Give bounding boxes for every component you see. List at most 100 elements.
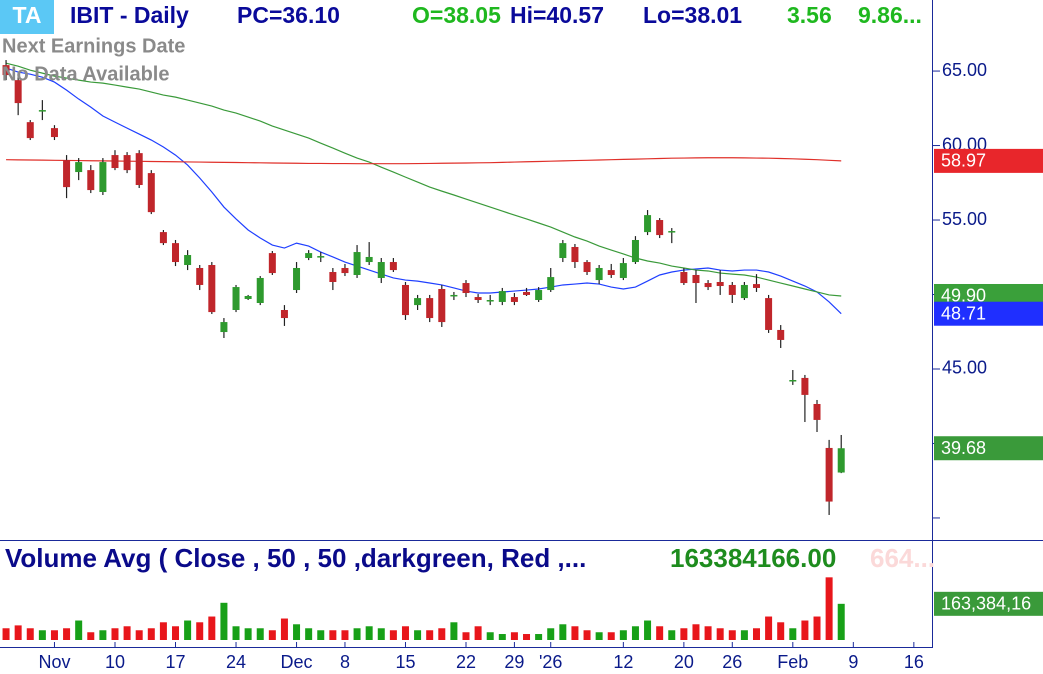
- candle-body: [159, 232, 167, 244]
- volume-bar: [777, 622, 785, 640]
- candle-body: [438, 288, 446, 323]
- volume-bar: [680, 628, 688, 640]
- volume-bar: [268, 630, 276, 640]
- volume-bar: [293, 624, 301, 640]
- x-tick-label: 29: [504, 652, 524, 672]
- prev-close: PC=36.10: [237, 2, 340, 28]
- candle-body: [172, 243, 180, 263]
- volume-tag-label: 163,384,16: [941, 594, 1031, 614]
- x-tick-label: 15: [395, 652, 415, 672]
- candle-body: [644, 215, 652, 233]
- header: TA IBIT - Daily PC=36.10 O=38.05 Hi=40.5…: [0, 0, 922, 85]
- volume-bar: [789, 628, 797, 640]
- x-tick-label: 16: [904, 652, 924, 672]
- volume-bar: [75, 620, 83, 640]
- x-tick-label: Dec: [281, 652, 313, 672]
- volume-bar: [365, 626, 373, 640]
- price-tag-label: 48.71: [941, 303, 986, 323]
- open: O=38.05: [412, 2, 501, 28]
- volume-bar: [607, 632, 615, 640]
- candle-body: [111, 155, 119, 169]
- volume-bar: [825, 577, 833, 640]
- candle-body: [401, 284, 409, 316]
- volume-bar: [438, 628, 446, 640]
- volume-bar: [644, 620, 652, 640]
- candle-body: [208, 265, 216, 313]
- candle-body: [220, 322, 228, 333]
- x-tick-label: Feb: [777, 652, 808, 672]
- volume-bar: [583, 630, 591, 640]
- x-tick-label: 20: [674, 652, 694, 672]
- volume-bar: [462, 632, 470, 640]
- candle-body: [656, 220, 664, 236]
- candle-body: [777, 329, 785, 340]
- volume-bar: [305, 628, 313, 640]
- badge-bg: [0, 0, 54, 34]
- volume-bar: [26, 628, 34, 640]
- volume-bar: [329, 630, 337, 640]
- candle-body: [462, 283, 470, 294]
- volume-bar: [837, 603, 845, 640]
- x-tick-label: 24: [226, 652, 246, 672]
- candle-body: [75, 162, 83, 173]
- candle-body: [341, 267, 349, 274]
- candle-body: [559, 243, 567, 259]
- candle-body: [740, 284, 748, 299]
- candle-body: [450, 294, 458, 297]
- price-tag: [934, 148, 1043, 173]
- candle-body: [26, 122, 34, 139]
- volume-bar: [523, 634, 531, 640]
- volume-bar: [426, 630, 434, 640]
- y-tick-label: 65.00: [942, 60, 987, 80]
- candle-body: [414, 298, 422, 306]
- change: 3.56: [787, 2, 832, 28]
- candle-body: [631, 239, 639, 263]
- moving-average: [6, 157, 842, 165]
- candle-body: [619, 263, 627, 278]
- volume-header: Volume Avg ( Close , 50 , 50 ,darkgreen,…: [5, 543, 935, 573]
- volume-plot: [2, 577, 845, 640]
- candle-body: [426, 298, 434, 319]
- change-pct: 9.86...: [858, 2, 922, 28]
- candle-body: [825, 447, 833, 502]
- candle-body: [38, 110, 46, 112]
- volume-bar: [196, 622, 204, 640]
- x-tick-label: 12: [613, 652, 633, 672]
- symbol: IBIT - Daily: [70, 2, 189, 28]
- candle-body: [728, 284, 736, 295]
- volume-value: 163384166.00: [670, 543, 836, 573]
- candle-body: [523, 291, 531, 295]
- volume-bar: [256, 628, 264, 640]
- candle-body: [123, 155, 131, 171]
- x-tick-label: '26: [539, 652, 562, 672]
- candle-body: [789, 380, 797, 382]
- volume-bar: [135, 630, 143, 640]
- volume-bar: [123, 626, 131, 640]
- candle-body: [2, 65, 10, 76]
- candle-body: [63, 160, 71, 188]
- candle-body: [486, 300, 494, 302]
- price-plot: [2, 60, 845, 515]
- volume-bar: [389, 630, 397, 640]
- badge: TA: [13, 2, 42, 28]
- volume-bar: [450, 622, 458, 640]
- x-tick-label: 17: [165, 652, 185, 672]
- volume-bar: [619, 630, 627, 640]
- candle-body: [547, 277, 555, 291]
- y-tick-label: 55.00: [942, 209, 987, 229]
- candle-body: [244, 295, 252, 299]
- x-tick-label: 26: [722, 652, 742, 672]
- volume-bar: [813, 616, 821, 640]
- candle-body: [668, 231, 676, 233]
- candle-body: [595, 267, 603, 281]
- candle-body: [184, 255, 192, 266]
- candle-body: [196, 267, 204, 285]
- volume-bar: [692, 624, 700, 640]
- volume-extra: 664...: [870, 543, 935, 573]
- candle-body: [801, 377, 809, 395]
- volume-bar: [486, 632, 494, 640]
- volume-bar: [535, 634, 543, 640]
- volume-bar: [728, 630, 736, 640]
